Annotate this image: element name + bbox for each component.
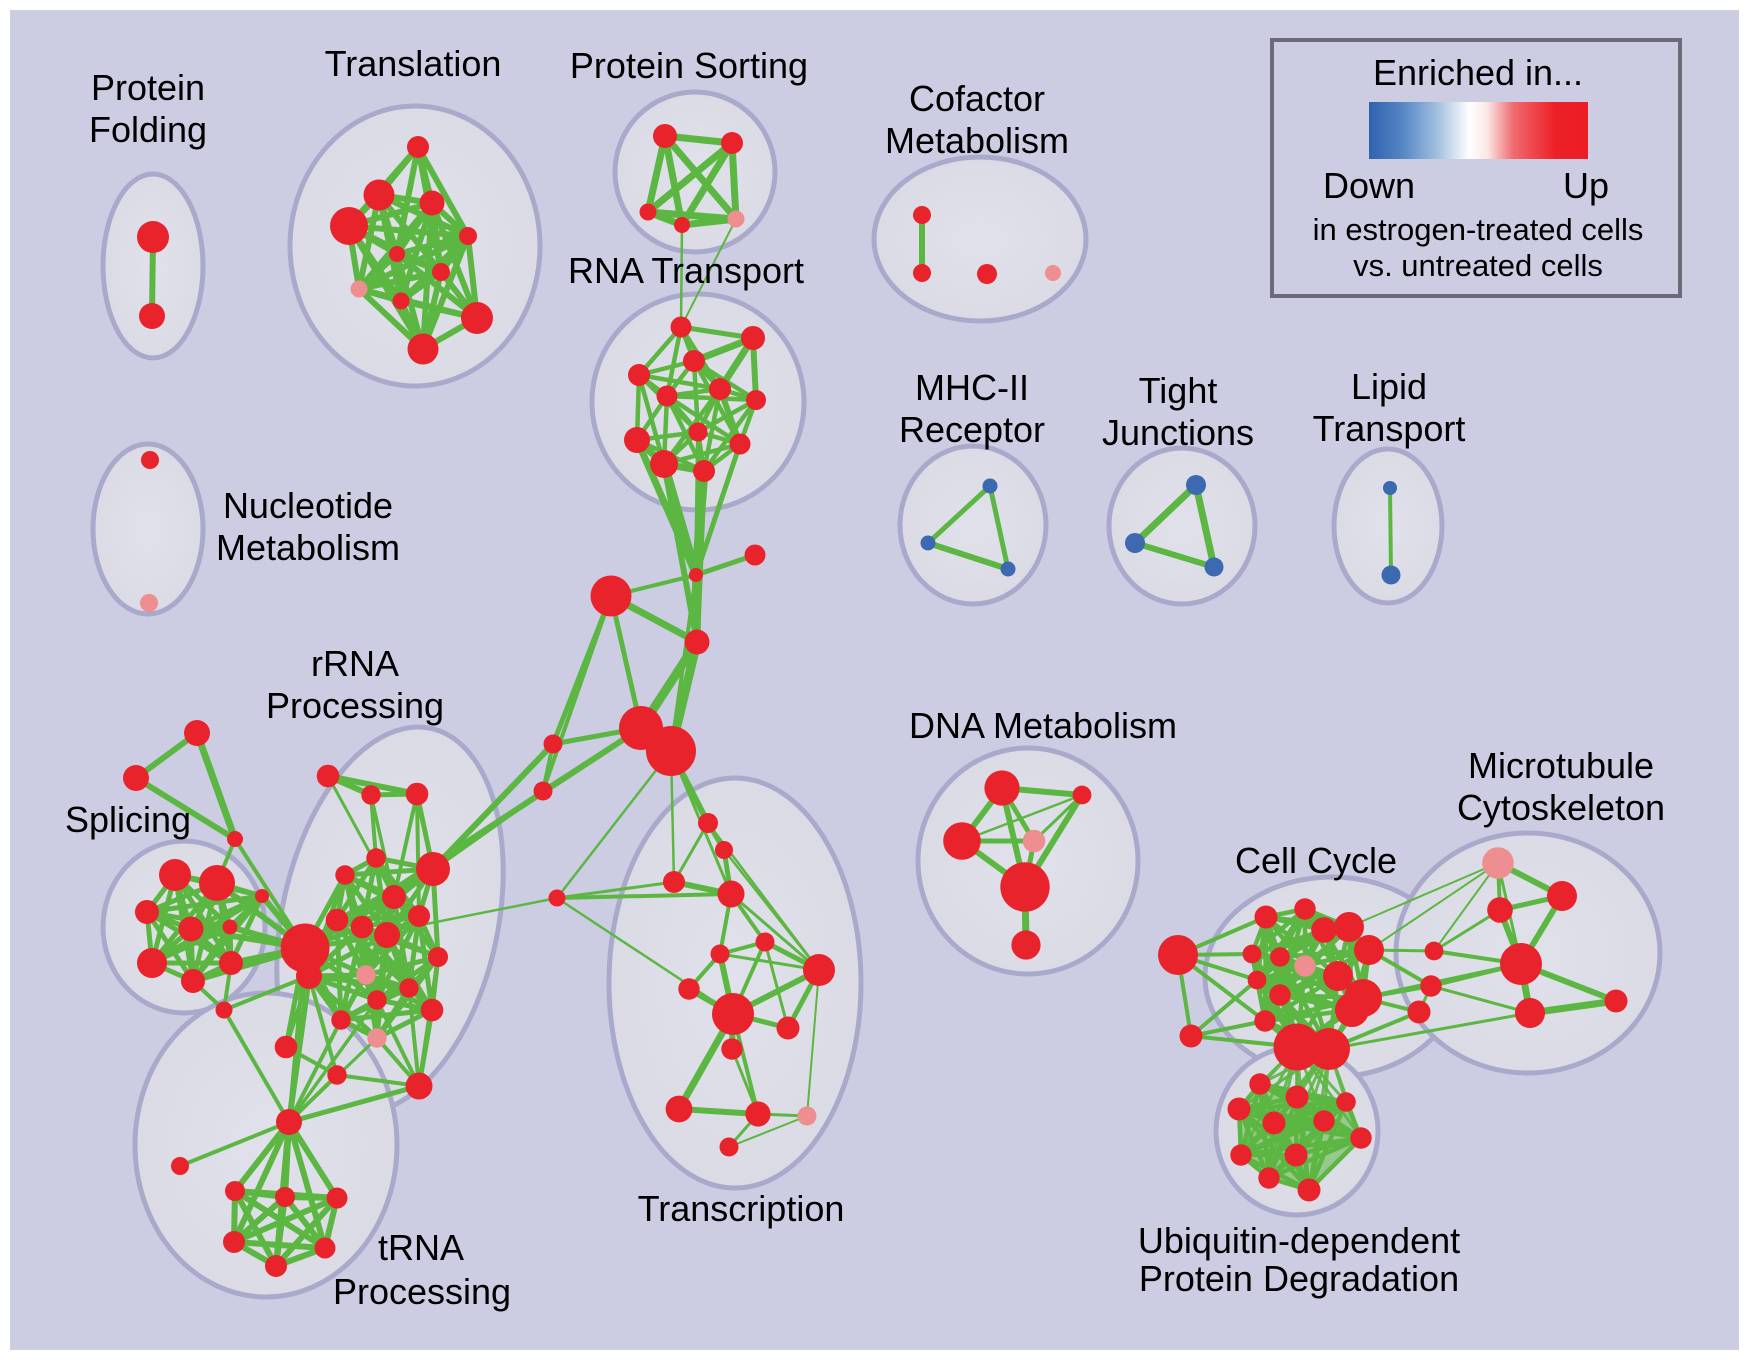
svg-text:Up: Up (1563, 165, 1609, 206)
svg-text:Nucleotide: Nucleotide (223, 485, 393, 526)
svg-text:MHC-II: MHC-II (915, 367, 1029, 408)
svg-text:Metabolism: Metabolism (885, 120, 1069, 161)
svg-text:Lipid: Lipid (1351, 366, 1427, 407)
svg-text:Microtubule: Microtubule (1468, 745, 1654, 786)
svg-text:Ubiquitin-dependent: Ubiquitin-dependent (1138, 1220, 1460, 1261)
svg-text:DNA Metabolism: DNA Metabolism (909, 705, 1177, 746)
svg-text:Tight: Tight (1139, 370, 1218, 411)
svg-text:tRNA: tRNA (378, 1227, 464, 1268)
svg-text:Transcription: Transcription (638, 1188, 845, 1229)
svg-text:Receptor: Receptor (899, 409, 1045, 450)
svg-text:Protein Sorting: Protein Sorting (570, 45, 808, 86)
svg-text:Cell Cycle: Cell Cycle (1235, 840, 1397, 881)
svg-text:rRNA: rRNA (311, 643, 399, 684)
svg-text:Cofactor: Cofactor (909, 78, 1045, 119)
svg-text:Enriched in...: Enriched in... (1373, 52, 1583, 93)
svg-text:Down: Down (1323, 165, 1415, 206)
svg-text:Folding: Folding (89, 109, 207, 150)
svg-text:Splicing: Splicing (65, 799, 191, 840)
svg-text:vs. untreated cells: vs. untreated cells (1353, 248, 1603, 283)
svg-text:Junctions: Junctions (1102, 412, 1254, 453)
svg-text:Translation: Translation (325, 43, 502, 84)
svg-text:RNA Transport: RNA Transport (568, 250, 804, 291)
svg-text:Protein Degradation: Protein Degradation (1139, 1258, 1459, 1299)
svg-text:in estrogen-treated cells: in estrogen-treated cells (1313, 212, 1644, 247)
svg-text:Transport: Transport (1313, 408, 1466, 449)
svg-text:Protein: Protein (91, 67, 205, 108)
svg-text:Metabolism: Metabolism (216, 527, 400, 568)
svg-text:Processing: Processing (333, 1271, 511, 1312)
svg-text:Processing: Processing (266, 685, 444, 726)
svg-text:Cytoskeleton: Cytoskeleton (1457, 787, 1665, 828)
